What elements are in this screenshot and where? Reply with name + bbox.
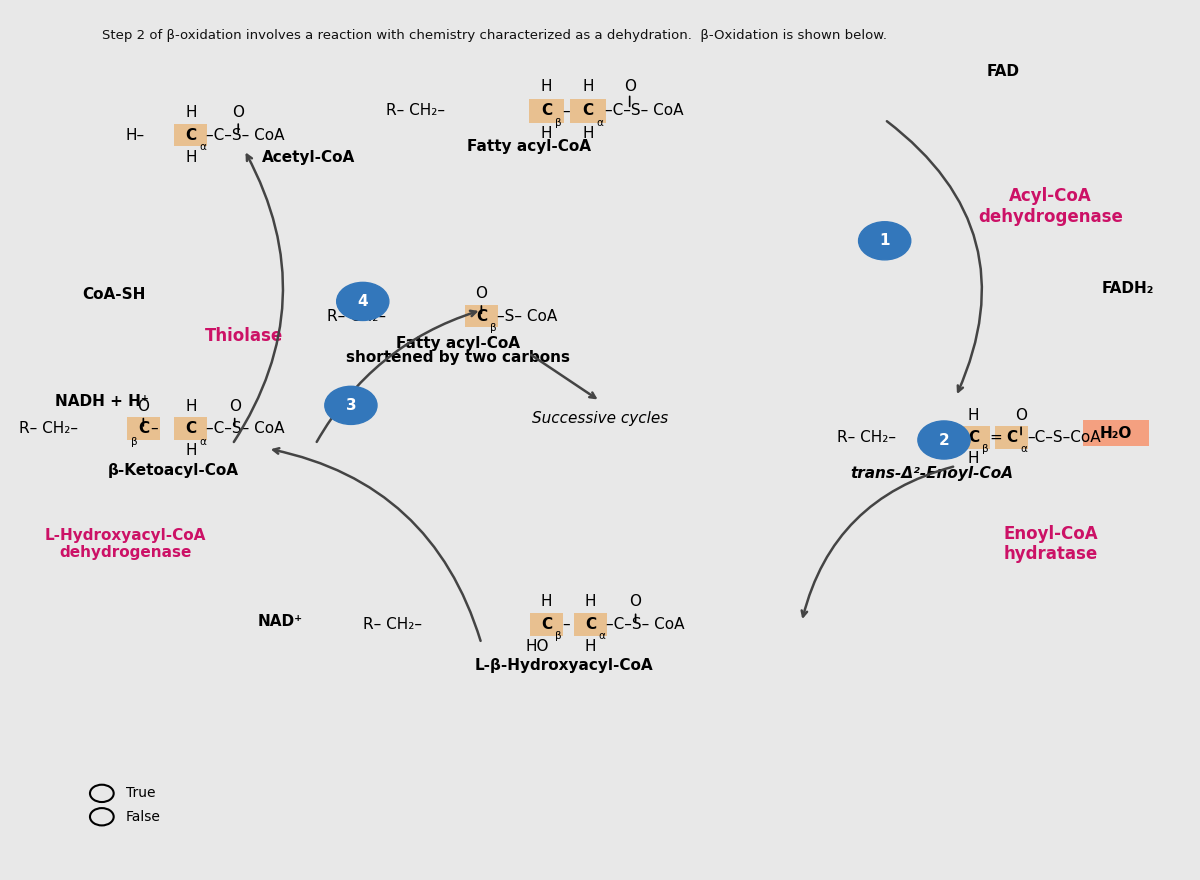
Text: R– CH₂–: R– CH₂– [838,430,896,445]
FancyBboxPatch shape [529,99,564,123]
Text: C: C [541,617,552,632]
Text: Acetyl-CoA: Acetyl-CoA [262,150,355,165]
Text: O: O [630,594,642,609]
Text: O: O [475,286,487,302]
Text: Fatty acyl-CoA: Fatty acyl-CoA [467,138,590,154]
Text: β-Ketoacyl-CoA: β-Ketoacyl-CoA [108,463,239,478]
Text: 4: 4 [358,294,368,309]
Text: C: C [185,128,197,143]
Text: Fatty acyl-CoA: Fatty acyl-CoA [396,336,520,351]
Text: H: H [582,78,594,93]
Text: Enoyl-CoA
hydratase: Enoyl-CoA hydratase [1003,524,1098,563]
Text: 2: 2 [938,432,949,448]
Text: β: β [490,323,497,333]
Text: β: β [132,436,138,446]
Text: R– CH₂–: R– CH₂– [362,617,421,632]
Text: H: H [541,78,552,93]
FancyBboxPatch shape [464,304,498,327]
Text: C: C [1006,430,1018,445]
Text: H: H [541,127,552,142]
Text: HO: HO [526,639,548,654]
Text: H: H [185,443,197,458]
Text: O: O [137,399,149,414]
Text: H: H [584,594,596,609]
Text: C: C [968,430,979,445]
Text: –C–S– CoA: –C–S– CoA [606,617,684,632]
Text: α: α [199,142,206,152]
Text: C: C [541,103,552,119]
Text: –C–S–CoA: –C–S–CoA [1027,430,1100,445]
Text: Acyl-CoA
dehydrogenase: Acyl-CoA dehydrogenase [978,187,1123,225]
Text: H: H [584,639,596,654]
Text: O: O [229,399,241,414]
Text: True: True [126,787,155,801]
Text: O: O [624,78,636,93]
Text: shortened by two carbons: shortened by two carbons [346,350,570,365]
Text: H: H [541,594,552,609]
Text: H: H [185,105,197,120]
Text: L-β-Hydroxyacyl-CoA: L-β-Hydroxyacyl-CoA [475,658,654,673]
FancyBboxPatch shape [530,613,563,635]
Text: H: H [968,451,979,466]
Text: β: β [982,444,989,454]
Text: H–: H– [126,128,145,143]
Text: Thiolase: Thiolase [205,327,283,345]
Text: α: α [199,436,206,446]
Text: CoA-SH: CoA-SH [82,287,145,302]
Text: NADH + H⁺: NADH + H⁺ [55,393,149,408]
Text: L-Hydroxyacyl-CoA
dehydrogenase: L-Hydroxyacyl-CoA dehydrogenase [44,528,206,561]
Text: C: C [138,422,149,436]
Circle shape [337,282,389,320]
Text: H: H [185,150,197,165]
Text: R– CH₂–: R– CH₂– [19,422,78,436]
Text: NAD⁺: NAD⁺ [257,614,302,629]
Text: H: H [185,399,197,414]
Text: C: C [185,422,197,436]
Text: –C–S– CoA: –C–S– CoA [206,422,284,436]
Text: False: False [126,810,161,824]
Text: α: α [596,118,604,128]
Text: α: α [599,632,606,642]
Circle shape [858,222,911,260]
Text: C: C [582,103,594,119]
FancyBboxPatch shape [570,99,606,123]
FancyBboxPatch shape [1084,420,1148,446]
Text: α: α [1020,444,1027,454]
Text: 3: 3 [346,398,356,413]
Text: O: O [233,105,245,120]
FancyBboxPatch shape [995,426,1028,449]
FancyBboxPatch shape [127,417,160,440]
Text: 1: 1 [880,233,890,248]
Text: =: = [989,430,1002,445]
Text: H₂O: H₂O [1099,426,1132,441]
Text: R– CH₂–: R– CH₂– [328,309,386,324]
Circle shape [918,421,970,459]
FancyBboxPatch shape [174,124,208,146]
Text: Step 2 of β-oxidation involves a reaction with chemistry characterized as a dehy: Step 2 of β-oxidation involves a reactio… [102,28,887,41]
FancyBboxPatch shape [574,613,607,635]
Text: –S– CoA: –S– CoA [497,309,557,324]
Text: O: O [1015,407,1027,422]
Text: FADH₂: FADH₂ [1102,281,1154,296]
Text: –C–S– CoA: –C–S– CoA [206,128,284,143]
Text: FAD: FAD [986,64,1020,79]
Text: –: – [562,617,570,632]
Circle shape [325,386,377,424]
Text: –: – [562,103,570,119]
Text: β: β [554,632,562,642]
Text: H: H [968,407,979,422]
Text: β: β [554,118,562,128]
Text: trans-Δ²-Enoyl-CoA: trans-Δ²-Enoyl-CoA [851,466,1014,481]
Text: H: H [582,127,594,142]
Text: C: C [584,617,596,632]
Text: Successive cycles: Successive cycles [532,411,668,426]
Text: –: – [150,422,158,436]
Text: C: C [476,309,487,324]
Text: R– CH₂–: R– CH₂– [386,103,445,119]
FancyBboxPatch shape [174,417,208,440]
Text: –C–S– CoA: –C–S– CoA [605,103,683,119]
FancyBboxPatch shape [958,426,990,449]
